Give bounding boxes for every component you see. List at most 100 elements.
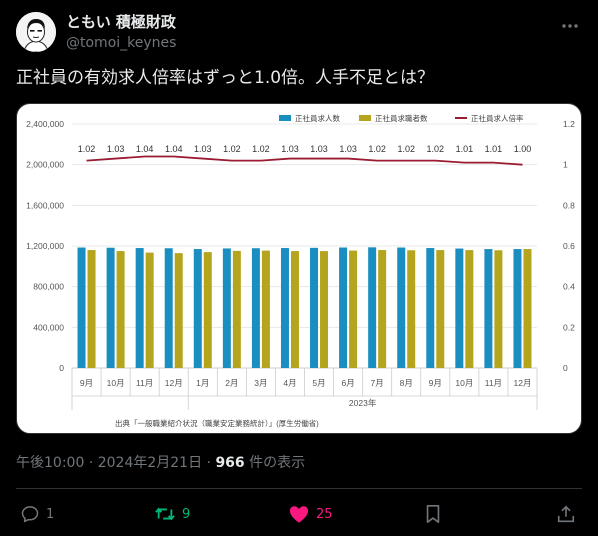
job-offers-bar bbox=[193, 249, 202, 368]
ratio-data-label: 1.03 bbox=[194, 144, 212, 154]
job-seekers-bar bbox=[174, 253, 183, 368]
y-right-tick-label: 1.2 bbox=[563, 119, 575, 129]
y-left-tick-label: 2,000,000 bbox=[26, 160, 64, 170]
y-left-tick-label: 800,000 bbox=[33, 282, 64, 292]
job-seekers-bar bbox=[320, 251, 329, 368]
y-right-tick-label: 0.2 bbox=[563, 322, 575, 332]
x-tick-label: 9月 bbox=[429, 378, 442, 388]
job-seekers-bar bbox=[465, 250, 474, 368]
job-seekers-bar bbox=[378, 250, 387, 368]
ratio-line bbox=[86, 155, 523, 166]
job-seekers-bar bbox=[523, 249, 532, 368]
x-tick-label: 11月 bbox=[485, 378, 502, 388]
job-offers-bar bbox=[368, 247, 377, 368]
share-icon bbox=[557, 505, 575, 523]
ratio-data-label: 1.01 bbox=[485, 144, 503, 154]
job-offers-bar bbox=[339, 247, 348, 368]
x-tick-label: 6月 bbox=[341, 378, 354, 388]
author-display-name[interactable]: ともい 積極財政 bbox=[66, 13, 176, 31]
tweet-header: ともい 積極財政 @tomoi_keynes bbox=[16, 10, 582, 58]
x-tick-label: 4月 bbox=[283, 378, 296, 388]
job-offers-bar bbox=[164, 248, 173, 368]
tweet-image[interactable]: 0 400,000 800,000 1,200,000 1,600,000 2,000,0… bbox=[16, 103, 582, 434]
ratio-data-label: 1.04 bbox=[136, 144, 154, 154]
ratio-data-label: 1.02 bbox=[223, 144, 241, 154]
x-tick-label: 3月 bbox=[254, 378, 267, 388]
x-tick-label: 12月 bbox=[513, 378, 531, 388]
y-right-tick-label: 0.8 bbox=[563, 200, 575, 210]
retweet-button[interactable]: 9 bbox=[154, 500, 190, 528]
x-year-label: 2023年 bbox=[349, 398, 377, 408]
author-handle[interactable]: @tomoi_keynes bbox=[66, 35, 177, 51]
job-seekers-bar bbox=[407, 250, 416, 368]
bookmark-button[interactable] bbox=[424, 500, 442, 528]
job-offers-bar bbox=[77, 247, 86, 368]
x-tick-label: 10月 bbox=[455, 378, 473, 388]
job-offers-bar bbox=[310, 247, 319, 368]
like-button[interactable]: 25 bbox=[288, 500, 333, 528]
heart-icon bbox=[289, 506, 309, 523]
job-seekers-bar bbox=[116, 251, 125, 368]
avatar[interactable] bbox=[16, 12, 56, 52]
legend-label: 正社員求人数 bbox=[295, 113, 340, 123]
job-offers-bar bbox=[397, 247, 406, 368]
share-button[interactable] bbox=[556, 500, 576, 528]
y-left-tick-label: 0 bbox=[59, 363, 64, 373]
legend-swatch bbox=[359, 115, 371, 121]
job-offers-bar bbox=[455, 248, 464, 368]
job-seekers-bar bbox=[87, 250, 96, 368]
job-offers-bar bbox=[484, 249, 493, 368]
tweet-meta: 午後10:00 · 2024年2月21日 · 966 件の表示 bbox=[16, 452, 305, 472]
views-label: 件の表示 bbox=[249, 455, 306, 471]
ratio-data-label: 1.03 bbox=[339, 144, 357, 154]
reply-icon bbox=[21, 506, 39, 523]
y-right-tick-label: 0.4 bbox=[563, 282, 575, 292]
tweet-date[interactable]: 2024年2月21日 bbox=[97, 455, 203, 471]
job-offers-bar bbox=[280, 248, 289, 368]
ratio-data-label: 1.02 bbox=[78, 144, 96, 154]
tweet-time[interactable]: 午後10:00 bbox=[16, 455, 85, 471]
x-tick-label: 12月 bbox=[165, 378, 183, 388]
views-count: 966 bbox=[215, 455, 245, 471]
ratio-data-label: 1.03 bbox=[310, 144, 328, 154]
job-offers-bar bbox=[222, 248, 231, 368]
y-left-tick-label: 400,000 bbox=[33, 322, 64, 332]
chart-source-note: 出典「一般職業紹介状況（職業安定業務統計）」(厚生労働省) bbox=[115, 418, 319, 428]
retweet-count: 9 bbox=[182, 506, 191, 522]
x-tick-label: 10月 bbox=[107, 378, 125, 388]
x-tick-label: 5月 bbox=[312, 378, 325, 388]
y-left-tick-label: 1,200,000 bbox=[26, 241, 64, 251]
job-seekers-bar bbox=[232, 250, 241, 368]
job-seekers-bar bbox=[436, 250, 445, 368]
ratio-data-label: 1.04 bbox=[165, 144, 183, 154]
reply-count: 1 bbox=[46, 506, 55, 522]
y-left-tick-label: 2,400,000 bbox=[26, 119, 64, 129]
job-offers-bar bbox=[251, 248, 260, 368]
meta-separator: · bbox=[206, 455, 216, 471]
bookmark-icon bbox=[426, 505, 440, 523]
x-tick-label: 2月 bbox=[225, 378, 238, 388]
x-tick-label: 8月 bbox=[400, 378, 413, 388]
y-right-tick-label: 0 bbox=[563, 363, 568, 373]
job-offers-bar bbox=[106, 247, 115, 368]
job-ratio-chart: 0 400,000 800,000 1,200,000 1,600,000 2,000,0… bbox=[26, 113, 575, 428]
action-bar: 1 9 25 bbox=[16, 500, 582, 528]
y-right-tick-label: 1 bbox=[563, 160, 568, 170]
reply-button[interactable]: 1 bbox=[20, 500, 54, 528]
job-seekers-bar bbox=[494, 250, 503, 368]
tweet-text: 正社員の有効求人倍率はずっと1.0倍。人手不足とは？ bbox=[16, 68, 435, 88]
ratio-data-label: 1.03 bbox=[281, 144, 299, 154]
x-tick-label: 11月 bbox=[136, 378, 153, 388]
x-tick-label: 1月 bbox=[196, 378, 209, 388]
ratio-data-label: 1.03 bbox=[107, 144, 125, 154]
job-offers-bar bbox=[135, 248, 144, 368]
ratio-data-label: 1.02 bbox=[368, 144, 386, 154]
more-options-icon[interactable] bbox=[560, 16, 580, 41]
y-right-tick-label: 0.6 bbox=[563, 241, 575, 251]
x-tick-label: 9月 bbox=[80, 378, 93, 388]
ratio-data-label: 1.02 bbox=[397, 144, 415, 154]
y-left-tick-label: 1,600,000 bbox=[26, 200, 64, 210]
avatar-illustration-icon bbox=[16, 12, 56, 52]
x-tick-label: 7月 bbox=[371, 378, 384, 388]
legend-label: 正社員求職者数 bbox=[375, 113, 428, 123]
